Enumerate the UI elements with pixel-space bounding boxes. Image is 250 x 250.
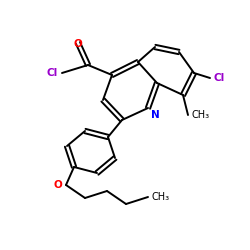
Text: CH₃: CH₃ <box>192 110 210 120</box>
Text: O: O <box>53 180 62 190</box>
Text: O: O <box>74 39 82 49</box>
Text: N: N <box>151 110 160 120</box>
Text: Cl: Cl <box>214 73 225 83</box>
Text: CH₃: CH₃ <box>152 192 170 202</box>
Text: Cl: Cl <box>47 68 58 78</box>
